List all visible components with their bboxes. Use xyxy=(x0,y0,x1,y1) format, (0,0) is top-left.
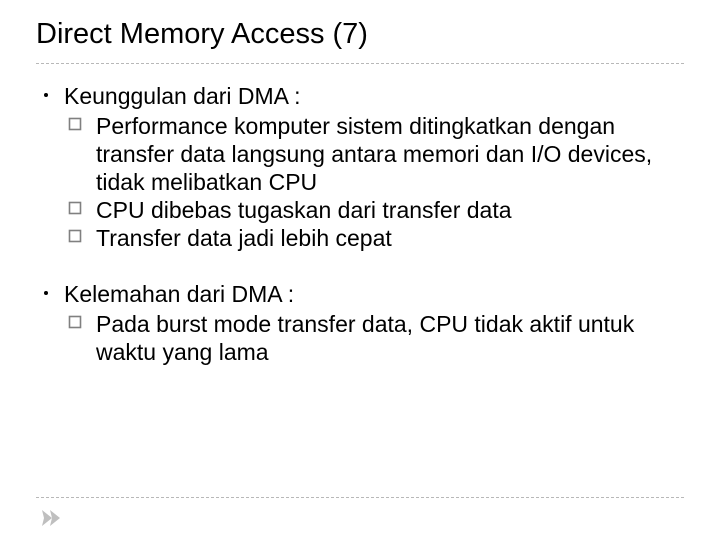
list-item: Keunggulan dari DMA : Performance komput… xyxy=(42,82,684,252)
title-divider xyxy=(36,63,684,64)
list-item: Transfer data jadi lebih cepat xyxy=(64,224,684,252)
section-heading: Keunggulan dari DMA : xyxy=(64,82,684,110)
list-item: Kelemahan dari DMA : Pada burst mode tra… xyxy=(42,280,684,366)
list-item: Performance komputer sistem ditingkatkan… xyxy=(64,112,684,196)
list-item-text: Pada burst mode transfer data, CPU tidak… xyxy=(96,311,634,365)
content-area: Keunggulan dari DMA : Performance komput… xyxy=(36,82,684,366)
footer-arrow-icon xyxy=(42,510,62,526)
section-heading: Kelemahan dari DMA : xyxy=(64,280,684,308)
page-title: Direct Memory Access (7) xyxy=(36,18,684,51)
square-bullet-icon xyxy=(68,201,82,215)
footer-divider xyxy=(36,497,684,498)
list-item-text: CPU dibebas tugaskan dari transfer data xyxy=(96,197,512,223)
square-bullet-icon xyxy=(68,117,82,131)
sub-list: Performance komputer sistem ditingkatkan… xyxy=(64,112,684,252)
slide: Direct Memory Access (7) Keunggulan dari… xyxy=(0,0,720,540)
list-item-text: Transfer data jadi lebih cepat xyxy=(96,225,392,251)
square-bullet-icon xyxy=(68,315,82,329)
square-bullet-icon xyxy=(68,229,82,243)
list-item: CPU dibebas tugaskan dari transfer data xyxy=(64,196,684,224)
list-item: Pada burst mode transfer data, CPU tidak… xyxy=(64,310,684,366)
sub-list: Pada burst mode transfer data, CPU tidak… xyxy=(64,310,684,366)
list-item-text: Performance komputer sistem ditingkatkan… xyxy=(96,113,652,195)
